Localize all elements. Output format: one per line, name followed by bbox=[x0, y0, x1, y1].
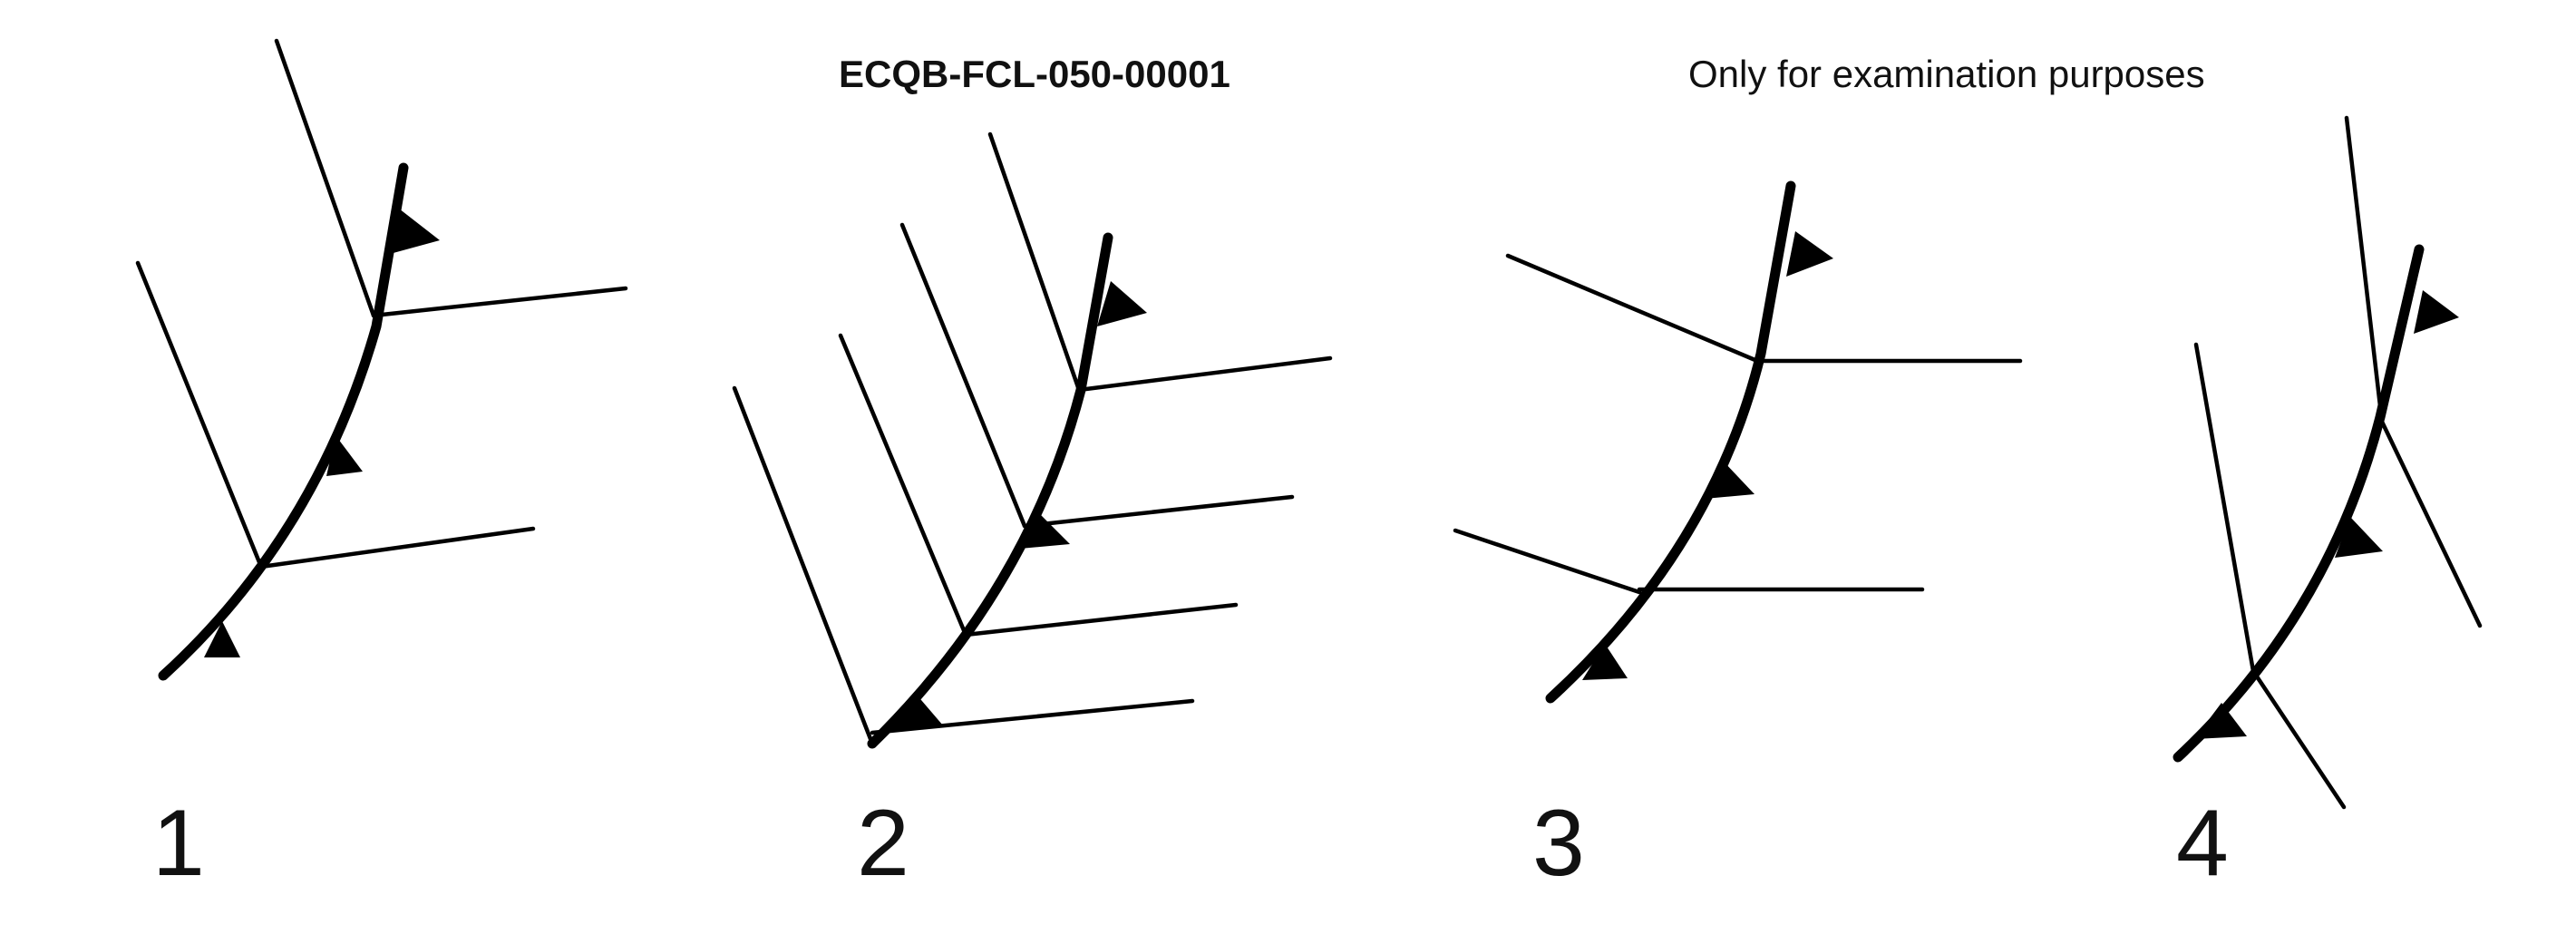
panel-2: 2 bbox=[732, 131, 1333, 896]
isobar bbox=[838, 333, 968, 637]
cold-front-triangle bbox=[2414, 290, 2459, 334]
isobar bbox=[1076, 355, 1333, 393]
cold-front-line bbox=[2173, 244, 2425, 763]
cold-front-line bbox=[1545, 180, 1796, 704]
cold-front-triangle bbox=[2194, 703, 2247, 739]
isobar bbox=[1453, 528, 1642, 595]
isobar bbox=[899, 222, 1027, 529]
isobar bbox=[987, 131, 1082, 393]
cold-front-triangle bbox=[1705, 461, 1755, 499]
question-code: ECQB-FCL-050-00001 bbox=[839, 53, 1230, 95]
cold-front-triangle bbox=[326, 435, 363, 476]
cold-front-triangle bbox=[390, 209, 440, 254]
isobar bbox=[2344, 115, 2385, 424]
cold-front-triangle bbox=[1786, 231, 1833, 277]
cold-front-triangle bbox=[1097, 281, 1147, 326]
panel-number: 3 bbox=[1532, 791, 1585, 896]
cold-front-triangle bbox=[1582, 644, 1628, 680]
isobar bbox=[1022, 494, 1295, 529]
panel-3: 3 bbox=[1453, 180, 2023, 896]
isobar bbox=[732, 385, 875, 746]
cold-front-line bbox=[867, 232, 1113, 749]
panel-1: 1 bbox=[135, 38, 628, 896]
isobar bbox=[371, 286, 628, 318]
cold-front-triangle bbox=[1020, 512, 1070, 549]
cold-front-triangle bbox=[2335, 517, 2383, 558]
isobar bbox=[2193, 342, 2256, 674]
isobar bbox=[258, 526, 536, 569]
cold-front-triangle bbox=[884, 694, 943, 730]
panel-4: 4 bbox=[2173, 115, 2483, 896]
isobar bbox=[135, 260, 264, 569]
isobar bbox=[1505, 253, 1760, 364]
panel-number: 1 bbox=[152, 791, 205, 896]
cold-front-line bbox=[158, 162, 409, 681]
examination-notice: Only for examination purposes bbox=[1688, 53, 2205, 95]
isobar bbox=[2250, 668, 2347, 810]
isobar bbox=[870, 698, 1195, 735]
isobar bbox=[2379, 419, 2483, 628]
panel-number: 4 bbox=[2176, 791, 2229, 896]
isobar bbox=[963, 602, 1239, 637]
panel-number: 2 bbox=[857, 791, 909, 896]
cold-front-triangle bbox=[204, 621, 240, 657]
isobar bbox=[274, 38, 376, 318]
